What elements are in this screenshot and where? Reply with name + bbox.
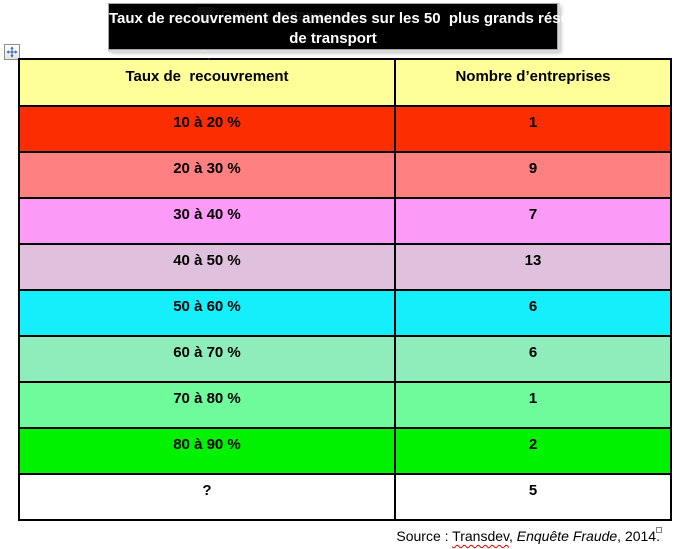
table-row: 80 à 90 % 2: [18, 427, 672, 475]
table-row: 20 à 30 % 9: [18, 151, 672, 199]
rate-cell: 30 à 40 %: [18, 197, 396, 245]
ghost-label: Capture rectangulaire: [221, 7, 356, 23]
title-box: Capture rectangulaire Taux de recouvreme…: [108, 3, 595, 61]
col-header-rate: Taux de recouvrement: [18, 58, 396, 107]
magnifier-icon: [197, 7, 213, 61]
count-cell: 2: [394, 427, 672, 475]
source-separator: ,: [508, 528, 517, 544]
title-line-1: Taux de recouvrement des amendes sur les…: [109, 10, 595, 27]
table-move-handle[interactable]: [4, 44, 20, 60]
snip-overlay-ghost: Capture rectangulaire: [197, 5, 356, 61]
recovery-table: Taux de recouvrement Nombre d’entreprise…: [18, 58, 672, 521]
table-row: 50 à 60 % 6: [18, 289, 672, 337]
count-cell: 6: [394, 289, 672, 337]
rate-cell: 20 à 30 %: [18, 151, 396, 199]
rate-cell: 10 à 20 %: [18, 105, 396, 153]
rate-cell: 40 à 50 %: [18, 243, 396, 291]
rate-cell: 70 à 80 %: [18, 381, 396, 429]
count-cell: 6: [394, 335, 672, 383]
count-cell: 1: [394, 105, 672, 153]
table-row: 40 à 50 % 13: [18, 243, 672, 291]
count-cell: 9: [394, 151, 672, 199]
source-prefix: Source :: [396, 528, 453, 544]
move-arrows-icon: [6, 46, 18, 58]
col-header-count: Nombre d’entreprises: [394, 58, 672, 107]
title-line-2: de transport: [289, 30, 377, 47]
header-row: Taux de recouvrement Nombre d’entreprise…: [18, 58, 672, 107]
rate-cell: 80 à 90 %: [18, 427, 396, 475]
count-cell: 13: [394, 243, 672, 291]
source-organization: Transdev: [452, 528, 509, 544]
source-caption: Source : Transdev, Enquête Fraude, 2014.: [396, 528, 660, 544]
rate-cell: 50 à 60 %: [18, 289, 396, 337]
table-row: 10 à 20 % 1: [18, 105, 672, 153]
table-row: ? 5: [18, 473, 672, 521]
table-row: 70 à 80 % 1: [18, 381, 672, 429]
count-cell: 7: [394, 197, 672, 245]
rate-cell: 60 à 70 %: [18, 335, 396, 383]
table-row: 60 à 70 % 6: [18, 335, 672, 383]
source-suffix: , 2014.: [617, 528, 660, 544]
table-row: 30 à 40 % 7: [18, 197, 672, 245]
resize-anchor-square[interactable]: [656, 527, 662, 533]
count-cell: 1: [394, 381, 672, 429]
rate-cell: ?: [18, 473, 396, 521]
count-cell: 5: [394, 473, 672, 521]
source-work-title: Enquête Fraude: [516, 528, 618, 544]
